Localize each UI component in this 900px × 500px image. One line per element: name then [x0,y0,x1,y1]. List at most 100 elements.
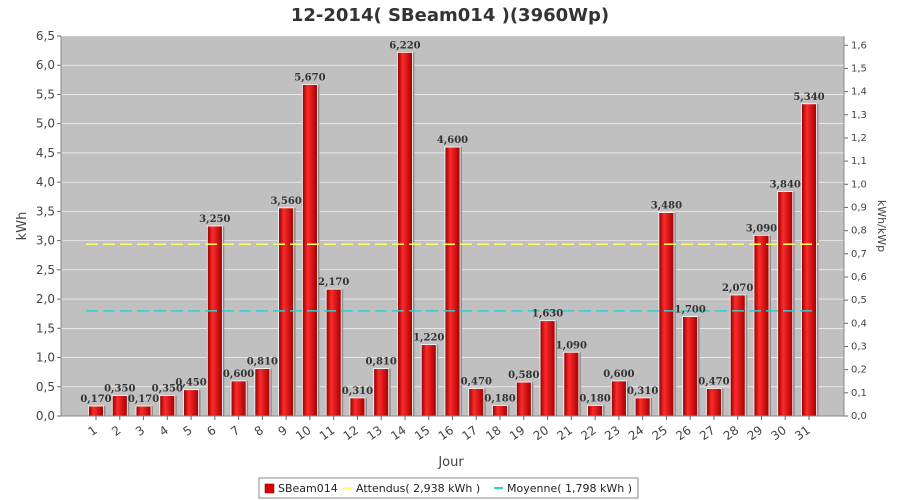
bar [278,207,295,417]
bar [420,344,437,417]
bar [682,316,699,417]
bar [539,320,556,417]
y-right-tick-label: 0,7 [851,249,867,260]
data-label: 0,310 [627,386,658,397]
x-tick-label: 2 [109,423,123,439]
y-tick-label: 4,0 [36,175,55,189]
x-tick-label: 1 [85,423,99,439]
bar [658,212,675,417]
data-label: 1,700 [675,305,706,316]
y-tick-label: 2,5 [36,263,55,277]
y-right-tick-label: 1,6 [851,40,867,51]
bar [777,191,794,417]
y-right-tick-label: 0,1 [851,388,867,399]
bar [801,103,817,417]
y-right-tick-label: 1,0 [851,179,867,190]
x-tick-label: 29 [745,423,766,443]
bar [729,294,746,417]
y-tick-label: 1,0 [36,351,55,365]
legend-label-attendus: Attendus( 2,938 kWh ) [356,482,480,495]
y-tick-label: 4,5 [36,146,55,160]
x-tick-label: 12 [341,423,362,443]
axes: 0,0 0,5 1,0 1,5 2,0 2,5 3,0 3,5 4,0 4,5 5,0 5,5 6,0 6… [36,29,867,443]
x-tick-label: 10 [293,423,314,443]
x-tick-label: 3 [133,423,147,439]
bar [610,380,627,417]
bar [159,395,176,417]
data-label: 5,340 [793,92,824,103]
bar [301,84,318,417]
bar [254,368,271,417]
data-label: 3,480 [651,201,682,212]
y-axis-label: kWh [15,212,30,241]
data-label: 0,470 [461,377,492,388]
y-right-tick-label: 0,6 [851,272,867,283]
bar [706,388,722,417]
y-tick-label: 3,5 [36,204,55,218]
x-tick-label: 21 [555,423,576,443]
legend: SBeam014 Attendus( 2,938 kWh ) Moyenne( … [258,477,639,499]
bar [230,380,247,417]
data-label: 0,310 [342,386,373,397]
data-label: 1,220 [413,333,444,344]
x-tick-label: 11 [317,423,338,443]
x-tick-label: 31 [792,423,813,443]
y-right-tick-label: 1,3 [851,110,867,121]
data-label: 0,350 [104,384,135,395]
x-tick-label: 26 [673,423,694,443]
data-labels: 0,1700,3500,1700,3500,4503,2500,6000,810… [80,40,824,405]
x-tick-label: 18 [483,423,504,443]
data-label: 1,630 [532,309,563,320]
data-label: 0,580 [508,370,539,381]
y-tick-label: 3,0 [36,234,55,248]
data-label: 5,670 [294,73,325,84]
data-label: 4,600 [437,135,468,146]
x-tick-label: 25 [650,423,671,443]
x-tick-label: 19 [507,423,528,443]
bar [587,405,603,417]
x-tick-label: 6 [204,423,218,439]
y-tick-label: 1,5 [36,321,55,335]
y-right-tick-label: 1,4 [851,87,867,98]
y-right-tick-label: 1,1 [851,156,867,167]
data-label: 3,090 [746,223,777,234]
x-tick-label: 7 [228,423,242,439]
bar [515,381,532,417]
x-tick-label: 30 [768,423,789,443]
data-label: 0,170 [80,394,111,405]
bar [492,405,508,417]
data-label: 2,070 [722,283,753,294]
y-tick-label: 2,0 [36,292,55,306]
y-right-tick-label: 0,0 [851,411,867,422]
x-tick-label: 28 [721,423,742,443]
bar [753,234,770,417]
y-right-tick-label: 0,5 [851,295,867,306]
y-tick-label: 0,5 [36,380,55,394]
bar [135,405,152,417]
data-label: 0,450 [175,378,206,389]
y-tick-label: 5,0 [36,117,55,131]
x-tick-label: 22 [578,423,599,443]
data-label: 0,600 [223,369,254,380]
y-right-tick-label: 0,2 [851,365,867,376]
bar [183,389,199,417]
x-tick-label: 14 [388,423,409,443]
bar [349,397,366,417]
x-tick-label: 8 [252,423,266,439]
bar [373,368,390,417]
x-tick-label: 13 [364,423,385,443]
y-right-tick-label: 0,4 [851,318,867,329]
legend-box [258,477,639,499]
y-right-tick-label: 0,3 [851,341,867,352]
x-tick-label: 16 [436,423,457,443]
y-tick-label: 5,5 [36,87,55,101]
bar [88,405,104,417]
legend-label-sbeam014: SBeam014 [278,482,338,495]
data-label: 3,560 [270,196,301,207]
bar [563,351,580,417]
bar [111,395,128,417]
bar [397,51,413,417]
legend-label-moyenne: Moyenne( 1,798 kWh ) [507,482,632,495]
chart-title: 12-2014( SBeam014 )(3960Wp) [291,5,609,26]
